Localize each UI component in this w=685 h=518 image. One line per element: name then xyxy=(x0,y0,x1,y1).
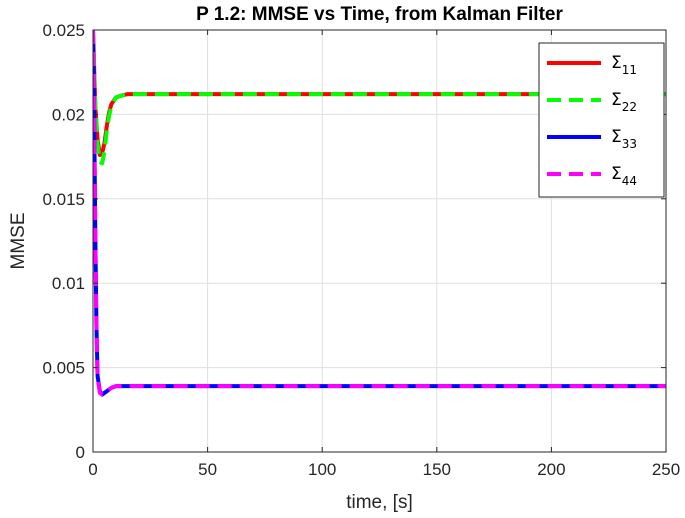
legend-box xyxy=(538,42,665,198)
y-axis-label: MMSE xyxy=(8,213,29,270)
y-tick-label: 0.02 xyxy=(52,105,85,124)
legend-entry-33: Σ33 xyxy=(611,127,637,151)
axes-box xyxy=(92,29,667,453)
y-tick-label: 0 xyxy=(76,443,85,462)
x-axis: 0 50 100 150 200 250 xyxy=(88,30,680,479)
legend-entry-44: Σ44 xyxy=(611,164,637,188)
legend: Σ11 Σ22 Σ33 Σ44 xyxy=(538,42,665,198)
x-tick-label: 250 xyxy=(652,460,680,479)
x-tick-label: 100 xyxy=(308,460,336,479)
x-tick-label: 50 xyxy=(198,460,217,479)
y-tick-label: 0.015 xyxy=(42,190,85,209)
series-line-22 xyxy=(93,30,666,166)
series-layer xyxy=(93,30,666,397)
x-axis-label: time, [s] xyxy=(346,492,413,513)
legend-entry-11: Σ11 xyxy=(611,53,637,77)
y-tick-label: 0.005 xyxy=(42,359,85,378)
y-tick-label: 0.01 xyxy=(52,274,85,293)
x-tick-label: 150 xyxy=(423,460,451,479)
series-line-44 xyxy=(93,30,666,397)
legend-entry-22: Σ22 xyxy=(611,90,637,114)
x-tick-label: 200 xyxy=(537,460,565,479)
y-axis: 0 0.005 0.01 0.015 0.02 0.025 xyxy=(42,21,666,462)
y-tick-label: 0.025 xyxy=(42,21,85,40)
chart-title: P 1.2: MMSE vs Time, from Kalman Filter xyxy=(196,4,563,25)
x-tick-label: 0 xyxy=(88,460,97,479)
